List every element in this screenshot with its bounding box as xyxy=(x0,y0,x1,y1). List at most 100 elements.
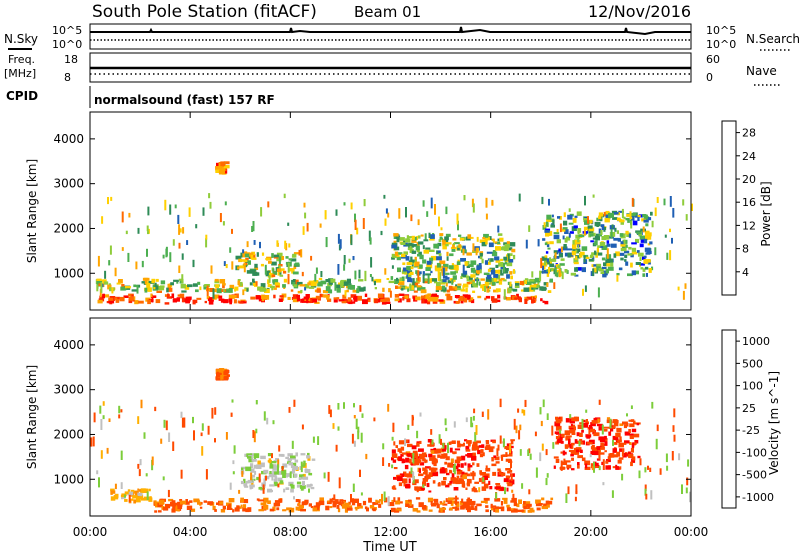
echo-cell xyxy=(568,438,571,444)
echo-cell xyxy=(223,165,230,169)
echo-cell xyxy=(541,505,545,510)
echo-cell xyxy=(518,193,521,202)
echo-cell xyxy=(193,430,195,441)
echo-cell xyxy=(342,294,347,299)
echo-cell xyxy=(258,499,264,502)
echo-cell xyxy=(509,445,514,449)
echo-cell xyxy=(603,229,606,232)
echo-cell xyxy=(669,228,671,233)
echo-cell xyxy=(295,499,299,503)
noise-panel-frame xyxy=(89,23,692,50)
echo-cell xyxy=(643,219,649,223)
noise-left-tick-bottom: 10^0 xyxy=(52,38,82,51)
echo-cell xyxy=(431,503,437,507)
echo-cell xyxy=(637,214,641,218)
echo-cell xyxy=(255,400,258,405)
echo-cell xyxy=(429,249,435,252)
echo-cell xyxy=(129,498,134,501)
echo-cell xyxy=(631,216,635,221)
echo-cell xyxy=(558,253,563,258)
echo-cell xyxy=(546,413,549,420)
echo-cell xyxy=(410,266,414,270)
echo-cell xyxy=(176,281,179,284)
echo-cell xyxy=(287,453,293,457)
echo-cell xyxy=(440,456,445,459)
echo-cell xyxy=(604,435,607,440)
echo-cell xyxy=(357,503,362,507)
echo-cell xyxy=(566,464,572,469)
echo-cell xyxy=(99,289,102,298)
echo-cell xyxy=(490,269,496,275)
echo-cell xyxy=(418,448,424,452)
echo-cell xyxy=(411,264,414,268)
echo-cell xyxy=(639,257,642,261)
echo-cell xyxy=(444,272,450,275)
echo-cell xyxy=(568,208,571,212)
nave-label: Nave xyxy=(746,64,777,78)
echo-cell xyxy=(222,505,226,510)
echo-cell xyxy=(591,264,595,267)
echo-cell xyxy=(134,300,139,305)
echo-cell xyxy=(585,434,592,438)
echo-cell xyxy=(273,459,279,462)
echo-cell xyxy=(101,283,104,288)
echo-cell xyxy=(506,475,510,480)
echo-cell xyxy=(220,161,226,167)
echo-cell xyxy=(300,488,304,491)
echo-cell xyxy=(417,270,420,281)
echo-cell xyxy=(255,428,258,434)
echo-cell xyxy=(422,259,427,264)
echo-cell xyxy=(237,266,240,270)
echo-cell xyxy=(513,501,517,507)
echo-cell xyxy=(525,501,531,506)
echo-cell xyxy=(309,300,314,303)
echo-cell xyxy=(483,497,490,501)
echo-cell xyxy=(240,497,244,503)
echo-cell xyxy=(438,253,442,257)
echo-cell xyxy=(485,465,488,469)
echo-cell xyxy=(269,484,275,487)
echo-cell xyxy=(601,424,604,435)
echo-cell xyxy=(306,222,309,232)
echo-cell xyxy=(552,219,555,224)
echo-cell xyxy=(571,457,574,461)
echo-cell xyxy=(498,470,502,475)
echo-cell xyxy=(253,240,256,245)
echo-cell xyxy=(165,420,168,431)
echo-cell xyxy=(470,269,477,273)
echo-cell xyxy=(544,505,548,510)
echo-cell xyxy=(441,449,447,452)
echo-cell xyxy=(443,239,446,245)
echo-cell xyxy=(594,448,601,453)
echo-cell xyxy=(416,441,420,444)
echo-cell xyxy=(510,508,516,511)
echo-cell xyxy=(114,267,117,277)
echo-cell xyxy=(525,239,528,249)
echo-cell xyxy=(387,212,390,218)
echo-cell xyxy=(480,449,484,454)
echo-cell xyxy=(645,273,648,277)
echo-cell xyxy=(487,409,490,420)
echo-cell xyxy=(180,500,186,505)
echo-cell xyxy=(391,436,394,441)
echo-cell xyxy=(587,216,589,224)
echo-cell xyxy=(576,432,580,437)
echo-cell xyxy=(214,407,217,415)
echo-cell xyxy=(642,214,647,218)
echo-cell xyxy=(509,271,513,275)
echo-cell xyxy=(93,412,96,423)
echo-cell xyxy=(337,403,340,410)
echo-cell xyxy=(553,250,558,254)
echo-cell xyxy=(615,432,621,438)
echo-cell xyxy=(271,253,274,258)
echo-cell xyxy=(239,301,244,304)
echo-cell xyxy=(545,221,549,227)
echo-cell xyxy=(109,245,112,255)
echo-cell xyxy=(466,278,473,282)
echo-cell xyxy=(167,489,170,498)
echo-cell xyxy=(259,287,266,292)
echo-cell xyxy=(416,248,420,253)
echo-cell xyxy=(616,427,619,432)
echo-cell xyxy=(409,501,412,506)
y-tick-label: 1000 xyxy=(53,472,84,486)
